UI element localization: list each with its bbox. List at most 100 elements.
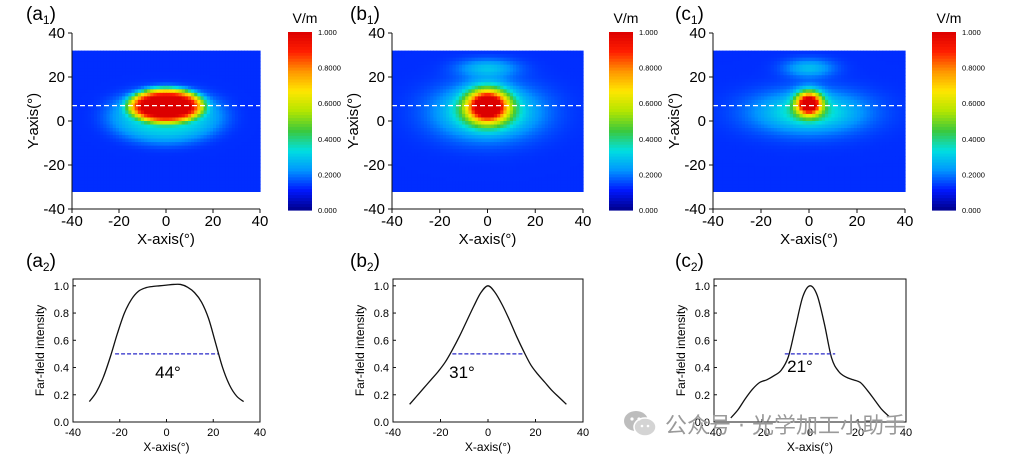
heatmap-cell bbox=[184, 85, 189, 90]
heatmap-cell bbox=[213, 184, 217, 189]
heatmap-cell bbox=[225, 149, 230, 154]
heatmap-cell bbox=[234, 78, 239, 83]
heatmap-cell bbox=[150, 121, 155, 126]
heatmap-cell bbox=[433, 78, 438, 83]
heatmap-cell bbox=[197, 64, 202, 69]
heatmap-cell bbox=[231, 64, 236, 69]
heatmap-cell bbox=[563, 138, 568, 143]
heatmap-cell bbox=[452, 61, 457, 66]
colorbar-segment bbox=[609, 180, 633, 184]
heatmap-cell bbox=[197, 131, 202, 136]
heatmap-cell bbox=[84, 142, 89, 147]
heatmap-cell bbox=[216, 85, 220, 90]
heatmap-cell bbox=[497, 173, 501, 178]
heatmap-cell bbox=[414, 184, 419, 189]
heatmap-cell bbox=[449, 113, 454, 119]
heatmap-cell bbox=[519, 138, 524, 143]
heatmap-cell bbox=[462, 99, 466, 104]
heatmap-cell bbox=[140, 96, 145, 101]
heatmap-cell bbox=[241, 131, 245, 136]
panel-label-close: ) bbox=[374, 4, 380, 25]
heatmap-cell bbox=[100, 89, 104, 94]
heatmap-cell bbox=[538, 128, 543, 133]
heatmap-cell bbox=[554, 173, 559, 178]
heatmap-cell bbox=[452, 138, 457, 143]
heatmap-cell bbox=[551, 138, 555, 143]
heatmap-cell bbox=[115, 121, 120, 126]
heatmap-cell bbox=[395, 64, 399, 69]
heatmap-cell bbox=[187, 145, 192, 150]
heatmap-cell bbox=[500, 71, 505, 76]
heatmap-cell bbox=[404, 113, 409, 119]
colorbar-tick-label: 0.8000 bbox=[639, 64, 662, 73]
heatmap-cell bbox=[557, 180, 562, 185]
heatmap-cell bbox=[184, 50, 189, 55]
heatmap-cell bbox=[147, 142, 151, 147]
heatmap-cell bbox=[166, 142, 170, 147]
heatmap-cell bbox=[500, 149, 505, 154]
heatmap-cell bbox=[187, 163, 192, 168]
heatmap-cell bbox=[570, 170, 575, 175]
heatmap-cell bbox=[134, 57, 139, 62]
heatmap-cell bbox=[484, 187, 489, 192]
heatmap-cell bbox=[219, 113, 223, 119]
heatmap-cell bbox=[462, 180, 466, 185]
heatmap-cell bbox=[395, 156, 399, 161]
heatmap-cell bbox=[395, 106, 399, 112]
heatmap-cell bbox=[407, 96, 412, 101]
heatmap-cell bbox=[500, 159, 505, 164]
heatmap-cell bbox=[234, 71, 239, 76]
heatmap-cell bbox=[433, 173, 438, 178]
heatmap-cell bbox=[576, 159, 581, 164]
heatmap-cell bbox=[535, 156, 540, 161]
heatmap-cell bbox=[490, 149, 495, 154]
heatmap-cell bbox=[140, 135, 145, 140]
heatmap-cell bbox=[84, 78, 89, 83]
heatmap-cell bbox=[162, 82, 167, 87]
heatmap-cell bbox=[128, 57, 133, 62]
heatmap-cell bbox=[181, 166, 186, 171]
heatmap-cell bbox=[166, 54, 170, 59]
heatmap-cell bbox=[228, 121, 233, 126]
heatmap-cell bbox=[122, 61, 126, 66]
heatmap-cell bbox=[576, 145, 581, 150]
heatmap-cell bbox=[462, 142, 466, 147]
heatmap-cell bbox=[414, 187, 419, 192]
heatmap-cell bbox=[197, 177, 202, 182]
heatmap-cell bbox=[528, 71, 533, 76]
heatmap-cell bbox=[481, 159, 485, 164]
heatmap-cell bbox=[455, 110, 460, 115]
heatmap-cell bbox=[84, 75, 89, 80]
heatmap-cell bbox=[452, 173, 457, 178]
heatmap-cell bbox=[392, 78, 396, 83]
heatmap-cell bbox=[487, 177, 492, 182]
heatmap-cell bbox=[423, 50, 428, 55]
heatmap-cell bbox=[420, 124, 425, 129]
heatmap-cell bbox=[119, 68, 123, 73]
heatmap-cell bbox=[84, 184, 89, 189]
heatmap-cell bbox=[423, 173, 428, 178]
heatmap-cell bbox=[554, 170, 559, 175]
heatmap-cell bbox=[398, 85, 403, 90]
heatmap-cell bbox=[134, 184, 139, 189]
heatmap-cell bbox=[512, 135, 517, 140]
heatmap-cell bbox=[206, 117, 211, 122]
heatmap-cell bbox=[551, 128, 555, 133]
heatmap-cell bbox=[134, 61, 139, 66]
heatmap-cell bbox=[147, 152, 151, 157]
heatmap-cell bbox=[506, 50, 511, 55]
heatmap-cell bbox=[100, 82, 104, 87]
heatmap-cell bbox=[433, 135, 438, 140]
heatmap-cell bbox=[253, 117, 258, 122]
heatmap-cell bbox=[579, 135, 584, 140]
heatmap-cell bbox=[427, 163, 431, 168]
heatmap-cell bbox=[570, 85, 575, 90]
heatmap-cell bbox=[256, 121, 261, 126]
heatmap-cell bbox=[106, 180, 111, 185]
heatmap-cell bbox=[238, 138, 242, 143]
heatmap-cell bbox=[209, 71, 214, 76]
heatmap-cell bbox=[557, 128, 562, 133]
heatmap-cell bbox=[560, 99, 565, 104]
heatmap-cell bbox=[497, 85, 501, 90]
heatmap-cell bbox=[570, 152, 575, 157]
